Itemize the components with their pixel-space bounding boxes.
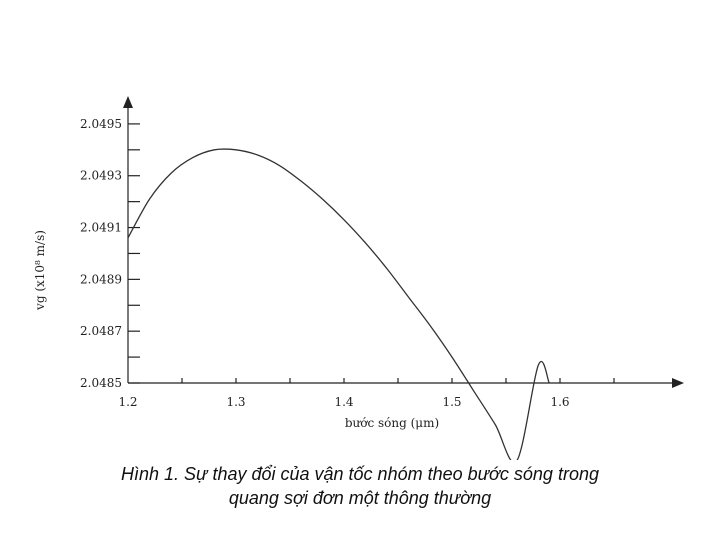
x-axis-arrow: [672, 378, 684, 388]
y-tick-label: 2.0491: [80, 221, 122, 235]
x-tick-label: 1.5: [442, 395, 461, 409]
caption-line-2: quang sợi đơn một thông thường: [228, 488, 492, 508]
x-tick-label: 1.3: [226, 395, 245, 409]
y-tick-label: 2.0489: [80, 272, 122, 286]
x-tick-label: 1.6: [550, 395, 569, 409]
y-tick-label: 2.0485: [80, 376, 122, 390]
x-tick-label: 1.2: [118, 395, 137, 409]
x-axis-label: bước sóng (μm): [345, 416, 439, 430]
chart: 2.0485 2.0487 2.0489 2.0491 2.0493 2.0495 1.2…: [33, 96, 684, 460]
x-axis-ticks: 1.2 1.3 1.4 1.5 1.6: [118, 378, 615, 409]
figure-caption: Hình 1. Sự thay đổi của vận tốc nhóm the…: [0, 462, 720, 510]
y-tick-label: 2.0493: [80, 169, 122, 183]
axes: [123, 96, 684, 388]
y-tick-label: 2.0495: [80, 117, 122, 131]
caption-line-1: Hình 1. Sự thay đổi của vận tốc nhóm the…: [121, 464, 599, 484]
series-line: [127, 148, 550, 460]
y-axis-arrow: [123, 96, 133, 108]
series-group: [127, 148, 550, 460]
y-axis-ticks: 2.0485 2.0487 2.0489 2.0491 2.0493 2.0495: [80, 117, 140, 390]
y-tick-label: 2.0487: [80, 324, 122, 338]
x-tick-label: 1.4: [334, 395, 353, 409]
y-axis-label: vg (x10⁸ m/s): [33, 230, 47, 311]
